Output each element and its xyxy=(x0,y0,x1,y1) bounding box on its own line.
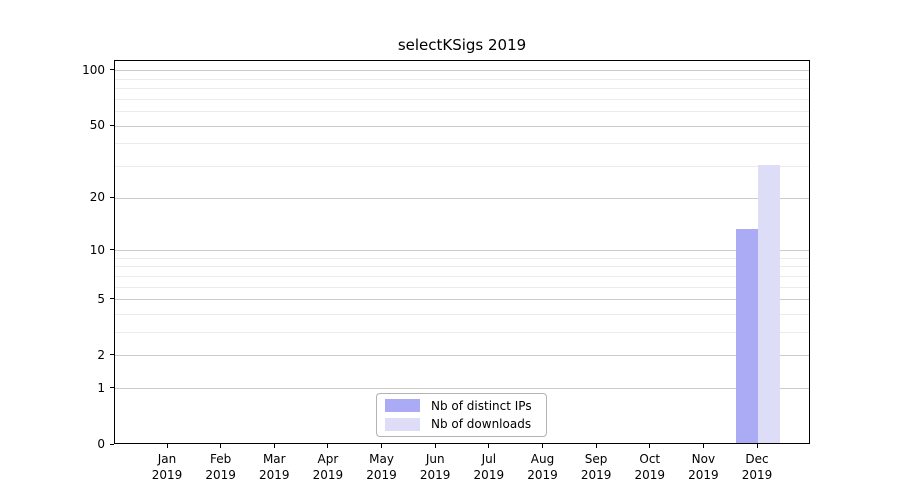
major-gridline xyxy=(115,299,809,301)
x-tick-month: Nov xyxy=(691,452,716,466)
legend-swatch xyxy=(385,399,420,413)
bar-downloads xyxy=(758,164,781,443)
y-tick-label: 5 xyxy=(97,291,105,306)
minor-gridline xyxy=(115,78,809,80)
minor-gridline xyxy=(115,257,809,259)
minor-gridline xyxy=(115,166,809,168)
x-tick-year: 2019 xyxy=(741,468,773,482)
chart-title: selectKSigs 2019 xyxy=(397,36,527,54)
minor-gridline xyxy=(115,332,809,334)
x-tick-mark xyxy=(756,444,758,448)
x-tick-mark xyxy=(381,444,383,448)
legend-swatch xyxy=(385,417,420,431)
minor-gridline xyxy=(115,266,809,268)
y-tick-mark xyxy=(110,124,114,126)
x-tick-label: Mar 2019 xyxy=(244,451,304,483)
x-tick-mark xyxy=(220,444,222,448)
bar-distinct-ips xyxy=(736,229,759,443)
x-tick-year: 2019 xyxy=(634,468,666,482)
x-tick-year: 2019 xyxy=(419,468,451,482)
x-tick-year: 2019 xyxy=(580,468,612,482)
x-tick-month: Apr xyxy=(317,452,339,466)
minor-gridline xyxy=(115,286,809,288)
y-tick-label: 50 xyxy=(89,118,105,133)
x-tick-mark xyxy=(327,444,329,448)
y-tick-mark xyxy=(110,196,114,198)
x-tick-year: 2019 xyxy=(527,468,558,482)
x-tick-label: Aug 2019 xyxy=(512,451,572,483)
y-tick-mark xyxy=(110,69,114,71)
x-tick-label: Jun 2019 xyxy=(405,451,465,483)
x-tick-label: Dec 2019 xyxy=(727,451,787,483)
x-tick-month: Jan xyxy=(157,452,177,466)
y-tick-mark xyxy=(110,387,114,389)
x-tick-month: Oct xyxy=(639,452,661,466)
x-tick-label: Jul 2019 xyxy=(459,451,519,483)
x-tick-label: Sep 2019 xyxy=(566,451,626,483)
legend-label: Nb of downloads xyxy=(431,417,532,432)
y-tick-label: 2 xyxy=(97,347,105,362)
x-tick-month: Dec xyxy=(745,452,769,466)
x-tick-label: Apr 2019 xyxy=(298,451,358,483)
minor-gridline xyxy=(115,88,809,90)
major-gridline xyxy=(115,70,809,72)
x-tick-mark xyxy=(166,444,168,448)
x-tick-mark xyxy=(541,444,543,448)
x-tick-month: Jun xyxy=(425,452,445,466)
major-gridline xyxy=(115,125,809,127)
major-gridline xyxy=(115,250,809,252)
x-tick-year: 2019 xyxy=(312,468,344,482)
x-tick-month: Aug xyxy=(530,452,555,466)
x-tick-mark xyxy=(434,444,436,448)
x-tick-label: Oct 2019 xyxy=(620,451,680,483)
y-tick-label: 0 xyxy=(97,437,105,451)
y-tick-label: 100 xyxy=(82,62,105,77)
x-tick-mark xyxy=(649,444,651,448)
y-tick-label: 10 xyxy=(89,242,105,257)
x-tick-year: 2019 xyxy=(151,468,183,482)
x-tick-mark xyxy=(595,444,597,448)
y-tick-mark xyxy=(110,354,114,356)
x-tick-month: Jul xyxy=(481,452,497,466)
x-tick-mark xyxy=(702,444,704,448)
x-tick-month: Feb xyxy=(210,452,232,466)
x-tick-month: May xyxy=(369,452,394,466)
x-tick-year: 2019 xyxy=(258,468,290,482)
legend-item: Nb of distinct IPs xyxy=(385,397,538,414)
x-tick-label: Jan 2019 xyxy=(137,451,197,483)
x-tick-mark xyxy=(488,444,490,448)
major-gridline xyxy=(115,197,809,199)
y-tick-mark xyxy=(110,443,114,445)
major-gridline xyxy=(115,355,809,357)
x-tick-label: Nov 2019 xyxy=(673,451,733,483)
y-tick-mark xyxy=(110,249,114,251)
x-tick-month: Mar xyxy=(262,452,286,466)
minor-gridline xyxy=(115,143,809,145)
minor-gridline xyxy=(115,275,809,277)
x-tick-month: Sep xyxy=(584,452,608,466)
x-tick-year: 2019 xyxy=(473,468,505,482)
major-gridline xyxy=(115,388,809,390)
plot-area xyxy=(114,60,810,444)
legend-label: Nb of distinct IPs xyxy=(431,398,532,413)
x-tick-mark xyxy=(273,444,275,448)
y-tick-label: 20 xyxy=(89,190,105,205)
legend: Nb of distinct IPs Nb of downloads xyxy=(376,393,547,437)
x-tick-label: Feb 2019 xyxy=(191,451,251,483)
x-tick-year: 2019 xyxy=(688,468,719,482)
legend-item: Nb of downloads xyxy=(385,416,538,433)
x-tick-year: 2019 xyxy=(205,468,236,482)
minor-gridline xyxy=(115,314,809,315)
minor-gridline xyxy=(115,98,809,100)
x-tick-label: May 2019 xyxy=(352,451,412,483)
y-tick-mark xyxy=(110,298,114,300)
x-tick-year: 2019 xyxy=(366,468,397,482)
y-tick-label: 1 xyxy=(97,380,105,395)
minor-gridline xyxy=(115,111,809,113)
